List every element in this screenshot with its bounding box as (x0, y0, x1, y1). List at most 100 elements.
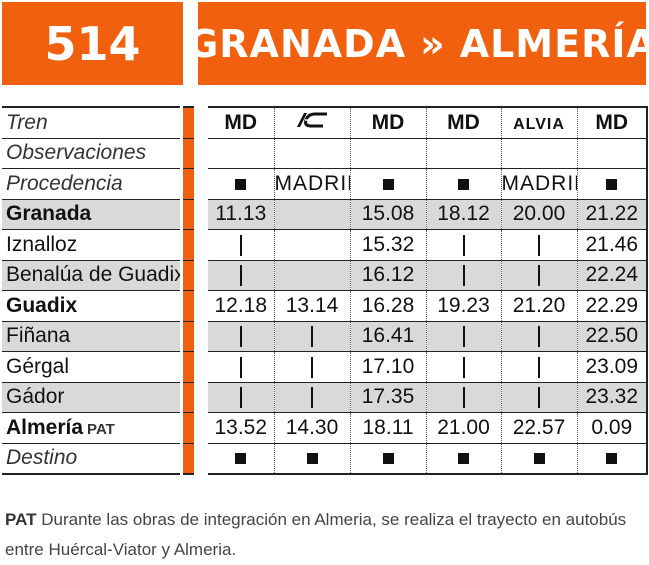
passes-without-stop-icon (239, 387, 242, 409)
time-cell (500, 351, 577, 382)
line-number: 514 (44, 16, 141, 71)
time-cell (273, 229, 350, 260)
stop-name-text: Gádor (6, 385, 65, 409)
time-cell: 17.10 (349, 351, 426, 382)
stop-name-text: Granada (6, 202, 92, 226)
orange-divider (179, 443, 208, 474)
destination-label: Destino (2, 443, 181, 474)
time-cell-text: 22.50 (585, 324, 639, 348)
destination-label-text: Destino (6, 446, 78, 470)
stop-row: Fiñana 16.41 22.50 (2, 321, 648, 352)
time-cell-text: 21.20 (512, 293, 566, 317)
passes-without-stop-icon (462, 326, 465, 348)
stop-row: Granada 11.13 15.08 18.12 20.00 21.22 (2, 199, 648, 230)
time-cell (200, 260, 274, 291)
stop-row: Guadix 12.18 13.14 16.28 19.23 21.20 22.29 (2, 290, 648, 321)
train-type-ic (273, 107, 350, 138)
time-cell (425, 382, 501, 413)
timetable-body: Tren MD MD MD ALVIA MD Observaciones Procedenci… (2, 107, 648, 474)
passes-without-stop-icon (239, 326, 242, 348)
stop-name-text: Benalúa de Guadix (6, 263, 181, 287)
stop-note: PAT (87, 420, 115, 438)
time-cell: 18.11 (349, 412, 426, 443)
time-cell (273, 199, 350, 230)
observation-cell (500, 138, 577, 169)
time-cell (200, 229, 274, 260)
orange-divider (179, 412, 208, 443)
time-cell: 22.29 (576, 290, 648, 321)
orange-divider (179, 260, 208, 291)
time-cell-text: 12.18 (214, 293, 268, 317)
passes-without-stop-icon (538, 265, 540, 287)
train-type: MD (576, 107, 648, 138)
destination-cell (349, 443, 426, 474)
stop-name-text: Guadix (6, 293, 78, 317)
orange-divider (179, 168, 208, 199)
origin-row: Procedencia MADRID MADRID (2, 168, 648, 199)
train-type: MD (200, 107, 274, 138)
stop-square-icon (382, 178, 394, 190)
destination-row: Destino (2, 443, 648, 474)
origin-cell-text: MADRID (274, 171, 350, 195)
time-cell (273, 260, 350, 291)
stop-row: Benalúa de Guadix 16.12 22.24 (2, 260, 648, 291)
time-cell (500, 382, 577, 413)
time-cell: 22.50 (576, 321, 648, 352)
time-cell-text: 16.28 (361, 293, 415, 317)
time-cell (273, 321, 350, 352)
time-cell (500, 229, 577, 260)
time-cell-text: 23.09 (585, 354, 639, 378)
time-cell: 15.08 (349, 199, 426, 230)
orange-divider (179, 321, 208, 352)
time-cell (273, 351, 350, 382)
train-type: ALVIA (500, 107, 577, 138)
stop-name: Gádor (2, 382, 181, 413)
stop-square-icon (235, 453, 247, 465)
time-cell (200, 351, 274, 382)
stop-name: Granada (2, 199, 181, 230)
intercity-logo-icon (295, 111, 329, 135)
passes-without-stop-icon (239, 265, 242, 287)
time-cell: 23.09 (576, 351, 648, 382)
time-cell (200, 321, 274, 352)
passes-without-stop-icon (311, 326, 313, 348)
stop-row: Gérgal 17.10 23.09 (2, 351, 648, 382)
passes-without-stop-icon (239, 356, 242, 378)
train-type-text: ALVIA (513, 115, 565, 133)
route-title: GRANADA » ALMERÍA (187, 2, 649, 85)
passes-without-stop-icon (538, 356, 540, 378)
stop-square-icon (458, 178, 469, 190)
time-cell-text: 14.30 (285, 415, 339, 439)
stop-square-icon (235, 178, 247, 190)
origin-cell: MADRID (273, 168, 350, 199)
observations-label-text: Observaciones (6, 141, 147, 165)
time-cell (425, 351, 501, 382)
time-cell (500, 260, 577, 291)
footnote-text: Durante las obras de integración en Alme… (5, 510, 627, 559)
time-cell: 22.24 (576, 260, 648, 291)
train-type: MD (349, 107, 426, 138)
destination-cell (576, 443, 648, 474)
time-cell (425, 260, 501, 291)
stop-square-icon (306, 453, 318, 465)
stop-row: Gádor 17.35 23.32 (2, 382, 648, 413)
stop-name-text: Iznalloz (6, 232, 78, 256)
train-type: MD (425, 107, 501, 138)
stop-row: Iznalloz 15.32 21.46 (2, 229, 648, 260)
orange-divider (179, 138, 208, 169)
time-cell: 21.22 (576, 199, 648, 230)
destination-cell (273, 443, 350, 474)
timetable: Tren MD MD MD ALVIA MD Observaciones Procedenci… (2, 106, 648, 475)
time-cell: 21.46 (576, 229, 648, 260)
destination-cell (500, 443, 577, 474)
passes-without-stop-icon (311, 356, 313, 378)
time-cell (425, 229, 501, 260)
footnote: PAT Durante las obras de integración en … (5, 505, 645, 565)
origin-cell (200, 168, 274, 199)
orange-divider (179, 107, 208, 138)
passes-without-stop-icon (462, 265, 465, 287)
origin-cell (349, 168, 426, 199)
time-cell (500, 321, 577, 352)
line-number-badge: 514 (2, 2, 183, 85)
origin-cell-text: MADRID (501, 171, 577, 195)
